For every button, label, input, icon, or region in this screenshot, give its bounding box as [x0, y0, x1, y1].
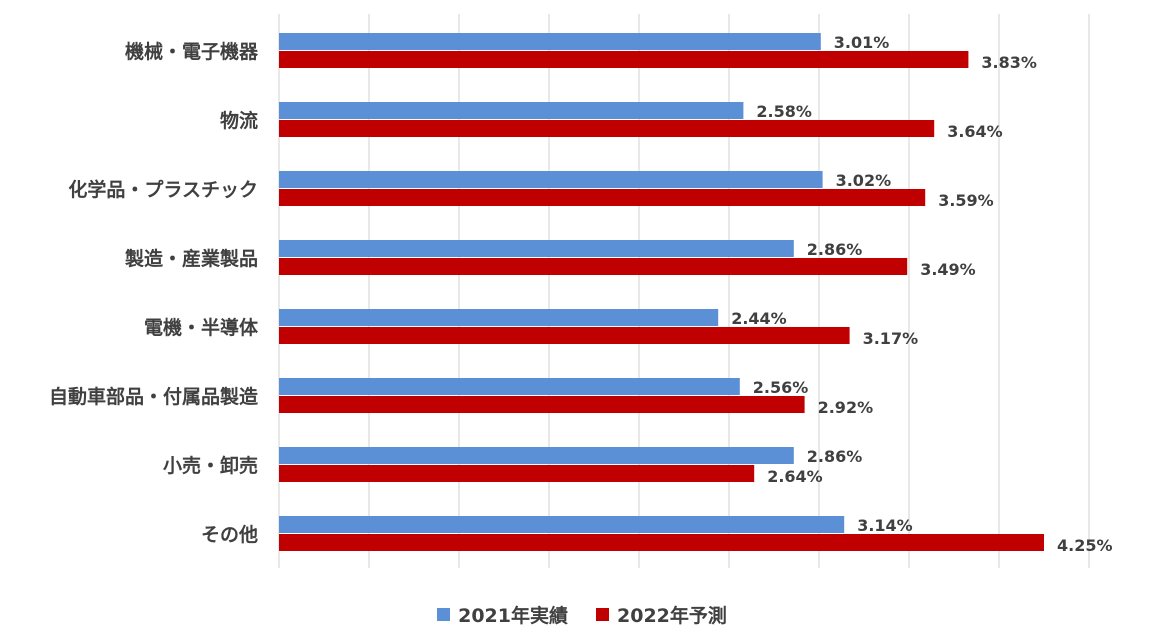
category-label: 化学品・プラスチック [68, 178, 258, 201]
data-label-2021: 3.01% [834, 33, 890, 52]
bar-2022 [279, 396, 805, 413]
bar-2021 [279, 171, 823, 188]
legend-swatch-2022 [596, 608, 609, 621]
bar-2022 [279, 258, 908, 275]
data-label-2022: 3.49% [920, 260, 976, 279]
bar-2022 [279, 465, 755, 482]
data-label-2022: 4.25% [1057, 536, 1113, 555]
data-label-2021: 2.44% [731, 309, 787, 328]
data-label-2021: 2.86% [807, 447, 863, 466]
category-label: 小売・卸売 [163, 454, 258, 477]
data-label-2021: 3.02% [836, 171, 892, 190]
category-label: 機械・電子機器 [125, 40, 259, 63]
data-label-2021: 2.86% [807, 240, 863, 259]
data-label-2022: 3.17% [863, 329, 919, 348]
legend-swatch-2021 [437, 608, 451, 621]
data-label-2022: 3.59% [938, 191, 994, 210]
category-label: 製造・産業製品 [124, 247, 258, 270]
bar-2022 [279, 120, 935, 137]
data-label-2022: 3.83% [981, 53, 1037, 72]
data-label-2021: 3.14% [857, 516, 913, 535]
bar-2021 [279, 447, 794, 464]
bar-2021 [279, 516, 845, 533]
legend-item-2021: 2021年実績 [437, 601, 568, 628]
bar-2022 [279, 534, 1044, 551]
data-label-2021: 2.58% [756, 102, 812, 121]
legend: 2021年実績 2022年予測 [0, 601, 1164, 628]
legend-item-2022: 2022年予測 [596, 601, 727, 628]
category-label: 電機・半導体 [144, 316, 259, 339]
data-label-2022: 3.64% [947, 122, 1003, 141]
legend-label-2021: 2021年実績 [458, 605, 568, 627]
data-label-2022: 2.92% [818, 398, 874, 417]
category-label: その他 [201, 523, 258, 546]
bar-2022 [279, 189, 926, 206]
data-label-2022: 2.64% [767, 467, 823, 486]
data-label-2021: 2.56% [753, 378, 809, 397]
bars [279, 33, 1044, 551]
bar-2021 [279, 102, 744, 119]
bar-2022 [279, 327, 850, 344]
bar-2022 [279, 51, 969, 68]
labels: 機械・電子機器 3.01% 3.83% 物流 2.58% 3.64% 化学品・プラスチック 3… [49, 33, 1113, 555]
bar-2021 [279, 240, 794, 257]
bar-2021 [279, 309, 719, 326]
bar-2021 [279, 378, 740, 395]
category-label: 物流 [220, 109, 258, 132]
category-label: 自動車部品・付属品製造 [49, 385, 259, 408]
bar-2021 [279, 33, 821, 50]
legend-label-2022: 2022年予測 [617, 605, 727, 627]
gridlines [278, 14, 1090, 568]
